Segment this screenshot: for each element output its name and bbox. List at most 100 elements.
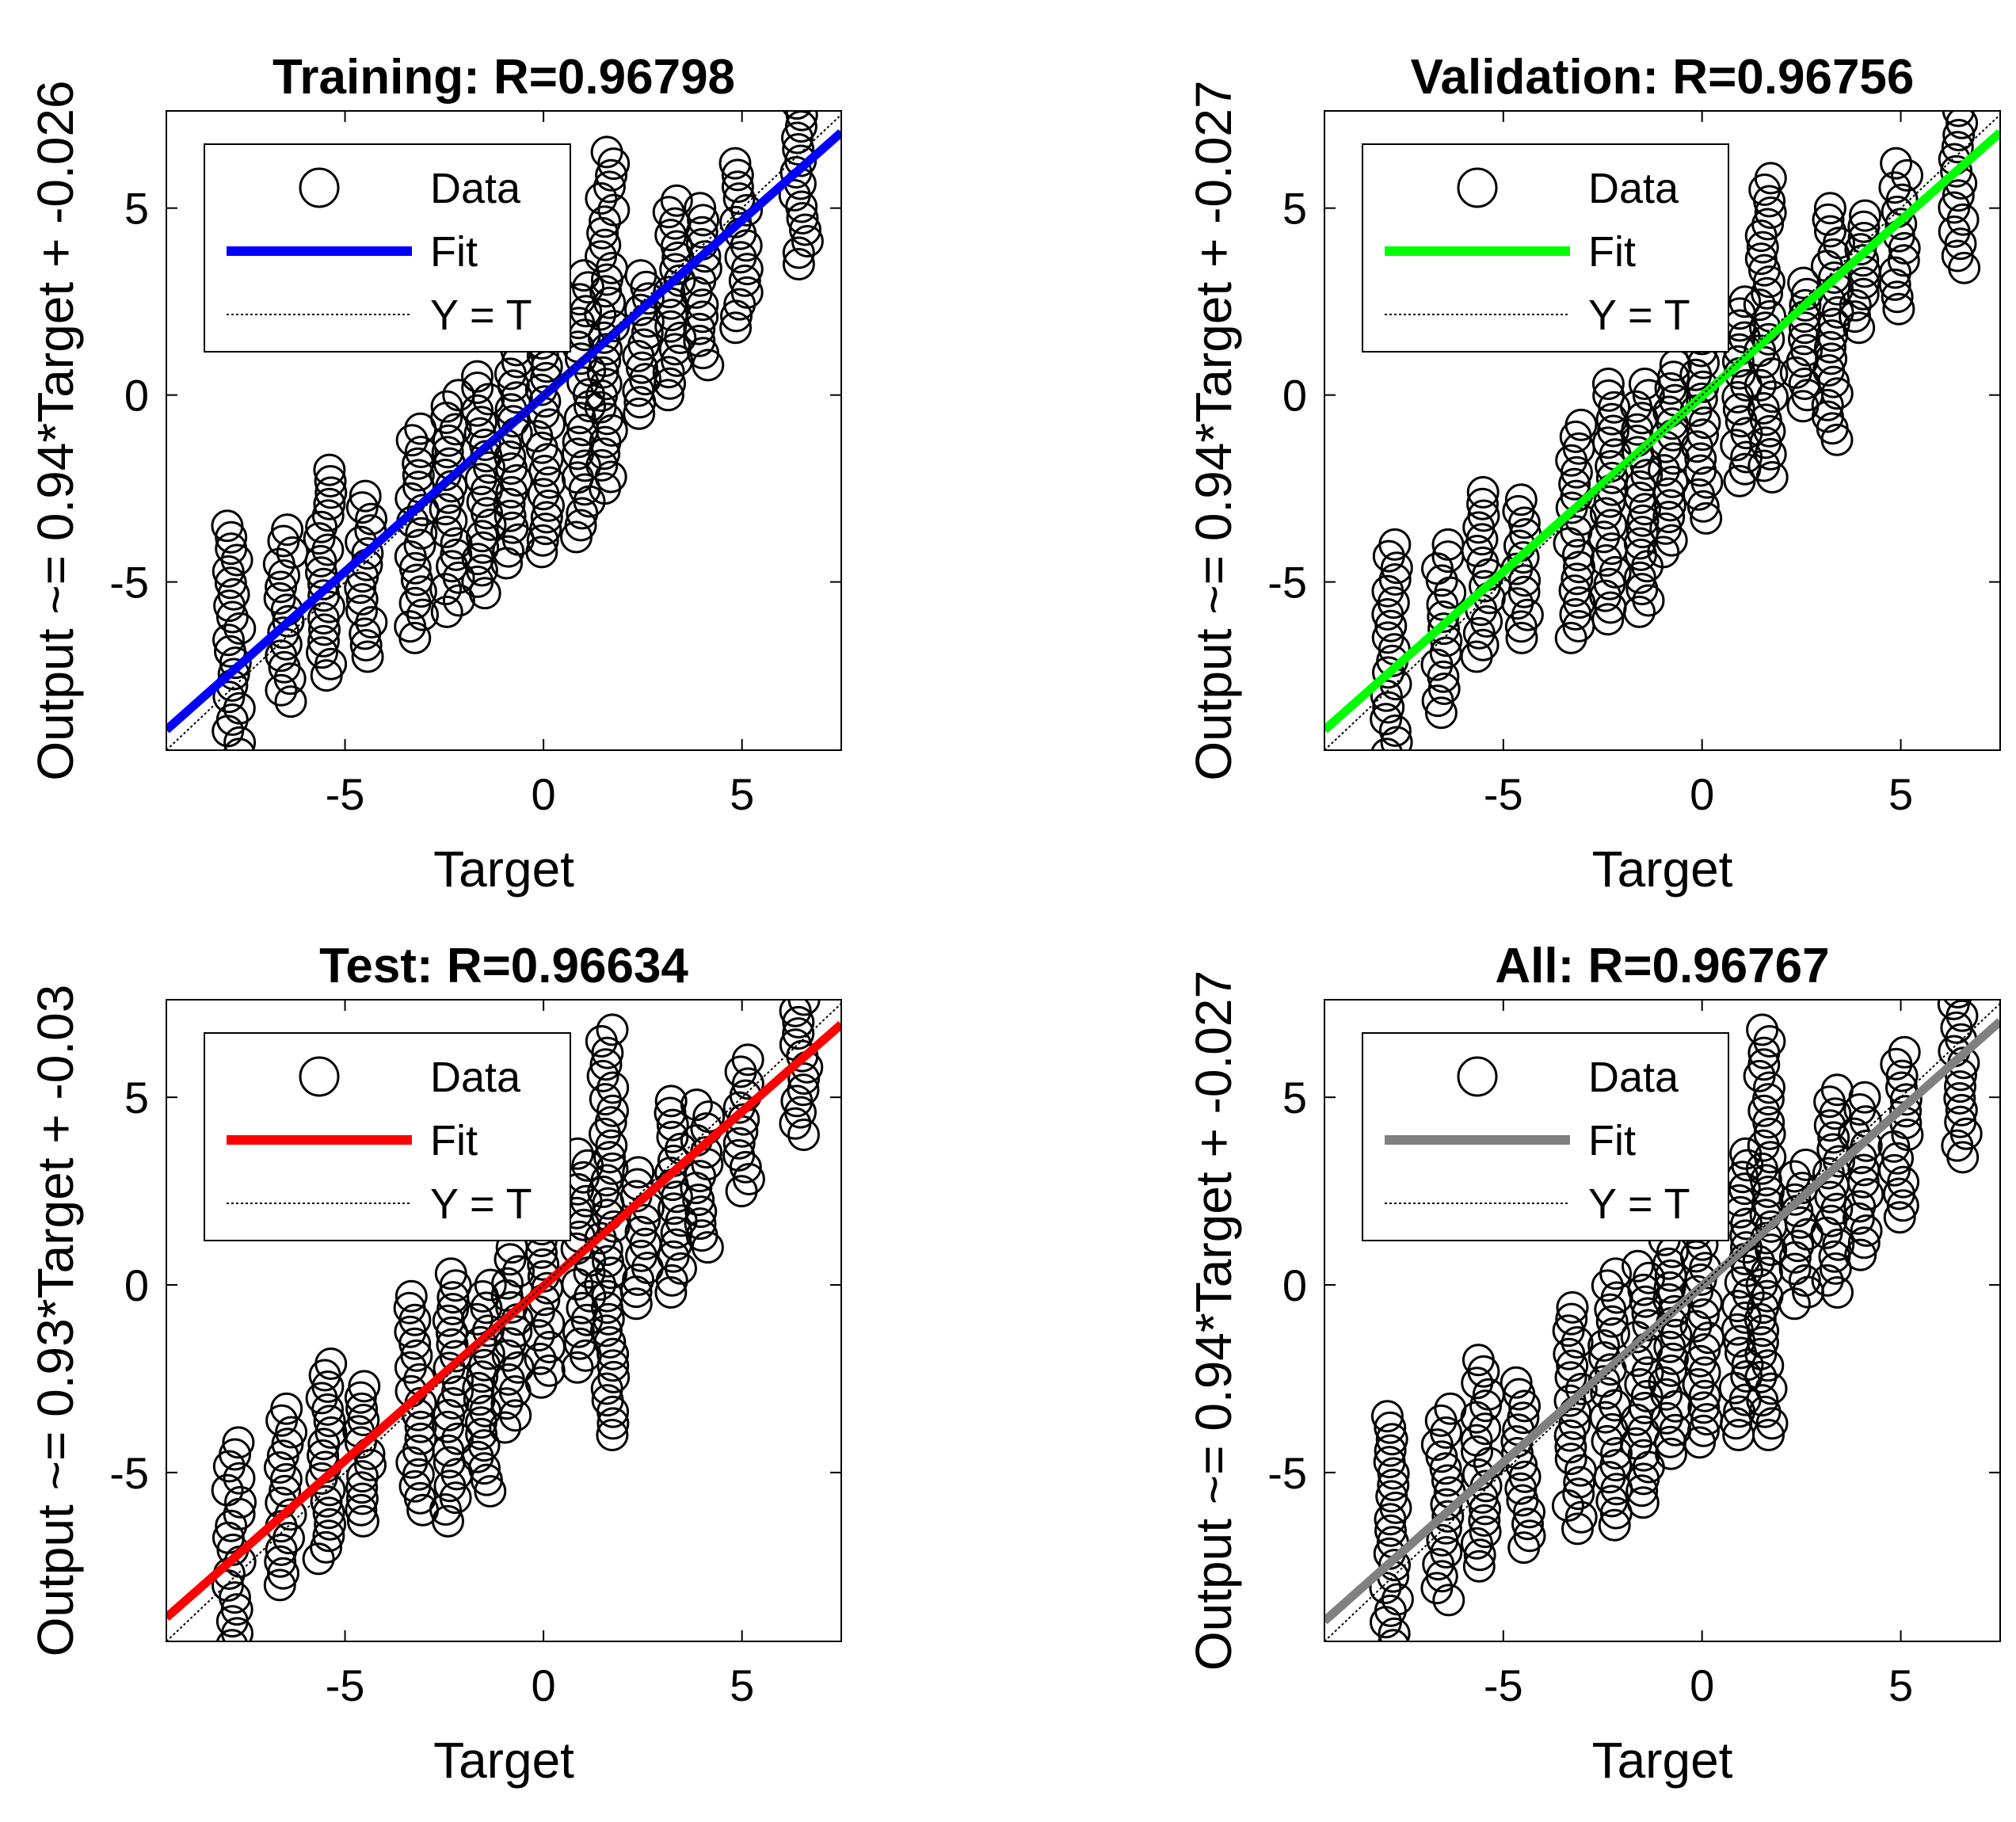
data-point [1513, 1519, 1546, 1553]
data-point [1465, 523, 1499, 556]
data-point [657, 1192, 691, 1225]
data-point [220, 1593, 253, 1626]
data-point [525, 536, 558, 569]
data-point [311, 533, 345, 566]
data-point [1945, 1093, 1978, 1126]
data-point [1747, 1129, 1780, 1162]
data-point [440, 527, 473, 560]
data-point [1430, 1536, 1463, 1569]
data-point [1427, 673, 1461, 705]
data-point [522, 1319, 555, 1352]
data-point [654, 1276, 688, 1309]
data-point [466, 520, 499, 553]
x-tick-label: -5 [326, 1660, 365, 1710]
data-point [524, 1342, 557, 1375]
data-point [654, 367, 687, 400]
data-point [1883, 1201, 1916, 1234]
data-point [594, 460, 627, 494]
data-point [724, 241, 757, 274]
data-point [1380, 551, 1413, 585]
data-point [310, 1485, 343, 1518]
data-point [780, 1084, 814, 1118]
x-tick-label: 5 [730, 1660, 754, 1710]
data-point [1558, 1408, 1591, 1440]
data-point [1687, 1298, 1720, 1331]
data-point [1466, 475, 1500, 509]
data-point [1751, 1176, 1785, 1208]
data-point [782, 1017, 815, 1050]
data-point [1657, 360, 1690, 394]
data-point [719, 311, 753, 345]
data-point [1591, 603, 1625, 636]
data-point [655, 1264, 688, 1297]
data-point [1562, 1477, 1595, 1511]
data-point [596, 1337, 630, 1370]
data-point [274, 685, 307, 719]
data-point [532, 1354, 566, 1387]
data-point [561, 1351, 594, 1384]
data-point [1555, 1302, 1588, 1336]
data-point [1744, 1302, 1777, 1336]
data-point [264, 1545, 297, 1578]
data-point [1655, 1354, 1688, 1387]
data-point [1503, 1378, 1536, 1411]
x-axis-label: Target [433, 1732, 574, 1789]
data-point [660, 184, 693, 217]
data-point [394, 610, 427, 643]
data-point [1552, 1314, 1585, 1347]
x-tick-label: -5 [1484, 769, 1523, 819]
data-point [1752, 1419, 1785, 1451]
data-point [351, 640, 384, 673]
data-point [1505, 621, 1538, 654]
data-point [1511, 598, 1544, 631]
data-point [722, 1138, 756, 1172]
data-point [1943, 1000, 1972, 1008]
data-point [1847, 1226, 1881, 1260]
data-point [468, 577, 501, 610]
data-point [1721, 345, 1755, 378]
data-point [687, 204, 720, 237]
data-point [492, 535, 525, 568]
validation-panel: -5 0 5 -5 0 5 Validation: R=0.96756 Target Outpu… [1185, 50, 2001, 898]
legend: Data Fit Y = T [204, 1032, 571, 1241]
data-point [346, 1504, 379, 1538]
data-points [1369, 1000, 1983, 1641]
data-point [730, 229, 763, 262]
data-point [1378, 563, 1412, 596]
data-point [683, 312, 716, 345]
data-point [440, 538, 473, 571]
data-point [432, 1504, 464, 1538]
data-point [436, 1293, 470, 1325]
data-point [1746, 1013, 1779, 1046]
data-point [494, 1243, 527, 1276]
data-point [782, 236, 815, 269]
x-tick-label: 0 [1690, 769, 1714, 819]
data-point [1629, 1285, 1662, 1318]
data-point [1372, 691, 1405, 724]
data-point [1424, 1404, 1458, 1437]
data-point [1626, 516, 1659, 549]
x-tick-label: -5 [1484, 1660, 1523, 1710]
data-point [314, 1347, 348, 1380]
legend-label: Fit [1588, 228, 1636, 276]
data-point [1598, 1508, 1631, 1542]
data-point [652, 356, 685, 389]
data-point [1887, 1165, 1920, 1199]
data-point [791, 225, 824, 257]
data-point [1823, 227, 1855, 260]
data-point [563, 402, 596, 435]
data-point [1728, 285, 1762, 318]
data-point [344, 571, 377, 604]
axes-box [166, 110, 842, 751]
data-point [1558, 574, 1591, 608]
axes-box [166, 999, 842, 1642]
data-point [1508, 1460, 1542, 1493]
data-point [1654, 372, 1687, 405]
y-tick-label: 5 [1282, 184, 1307, 234]
data-point [1469, 1492, 1502, 1526]
x-axis-label: Target [1592, 840, 1733, 898]
data-point [212, 680, 246, 714]
data-point [345, 1482, 379, 1515]
data-point [782, 248, 815, 280]
legend-label: Y = T [430, 1180, 532, 1228]
